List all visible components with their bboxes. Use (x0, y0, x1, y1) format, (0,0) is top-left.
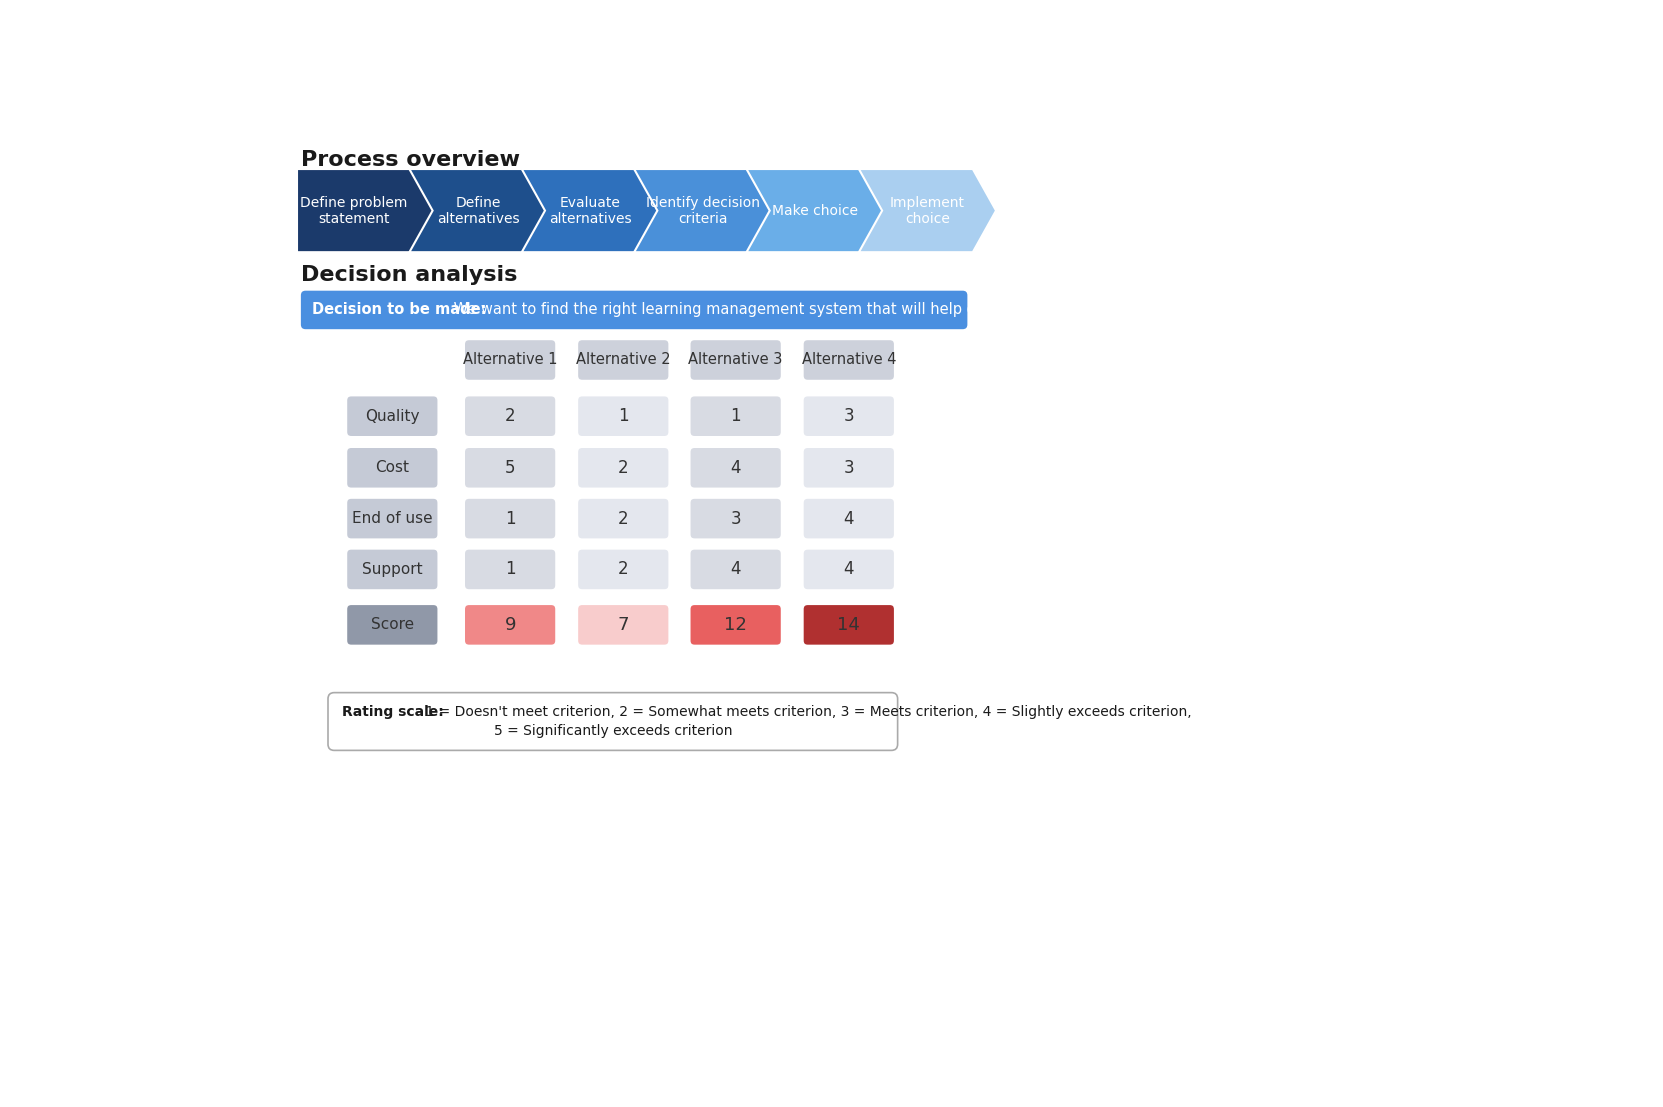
FancyBboxPatch shape (464, 446, 557, 489)
Text: Quality: Quality (366, 408, 419, 424)
Text: 5 = Significantly exceeds criterion: 5 = Significantly exceeds criterion (494, 724, 732, 737)
Text: 1: 1 (619, 407, 629, 425)
Text: 1 = Doesn't meet criterion, 2 = Somewhat meets criterion, 3 = Meets criterion, 4: 1 = Doesn't meet criterion, 2 = Somewhat… (421, 705, 1191, 720)
Text: Score: Score (371, 618, 414, 632)
Text: Decision to be made:: Decision to be made: (311, 302, 486, 318)
Polygon shape (522, 169, 659, 252)
Polygon shape (634, 169, 772, 252)
FancyBboxPatch shape (688, 497, 782, 540)
FancyBboxPatch shape (688, 339, 782, 381)
Text: We want to find the right learning management system that will help our employee: We want to find the right learning manag… (449, 302, 1219, 318)
Polygon shape (409, 169, 547, 252)
FancyBboxPatch shape (802, 497, 895, 540)
Text: 14: 14 (838, 615, 860, 634)
Text: Alternative 4: Alternative 4 (802, 352, 896, 368)
FancyBboxPatch shape (464, 339, 557, 381)
Text: Process overview: Process overview (301, 149, 521, 169)
Text: 1: 1 (730, 407, 742, 425)
FancyBboxPatch shape (346, 446, 439, 489)
FancyBboxPatch shape (802, 395, 895, 437)
Text: 7: 7 (617, 615, 629, 634)
FancyBboxPatch shape (301, 291, 968, 329)
Text: 3: 3 (730, 509, 742, 528)
Text: 1: 1 (506, 509, 516, 528)
Text: Support: Support (363, 562, 422, 577)
FancyBboxPatch shape (346, 548, 439, 591)
Polygon shape (747, 169, 883, 252)
Text: Identify decision
criteria: Identify decision criteria (645, 196, 760, 226)
FancyBboxPatch shape (802, 339, 895, 381)
FancyBboxPatch shape (577, 395, 670, 437)
FancyBboxPatch shape (346, 497, 439, 540)
Text: Decision analysis: Decision analysis (301, 266, 517, 286)
FancyBboxPatch shape (464, 395, 557, 437)
Text: 2: 2 (619, 509, 629, 528)
FancyBboxPatch shape (577, 603, 670, 646)
Text: 4: 4 (843, 560, 855, 579)
Text: 3: 3 (843, 407, 855, 425)
FancyBboxPatch shape (464, 548, 557, 591)
FancyBboxPatch shape (802, 446, 895, 489)
Text: 9: 9 (504, 615, 516, 634)
FancyBboxPatch shape (688, 395, 782, 437)
Text: Define
alternatives: Define alternatives (437, 196, 519, 226)
Text: 2: 2 (619, 560, 629, 579)
FancyBboxPatch shape (464, 497, 557, 540)
Text: Rating scale:: Rating scale: (343, 705, 444, 720)
Text: End of use: End of use (353, 511, 432, 526)
Text: 5: 5 (506, 458, 516, 477)
FancyBboxPatch shape (577, 446, 670, 489)
Text: Cost: Cost (376, 461, 409, 475)
FancyBboxPatch shape (802, 603, 895, 646)
Text: Alternative 1: Alternative 1 (462, 352, 557, 368)
Text: 4: 4 (730, 560, 742, 579)
Text: Implement
choice: Implement choice (890, 196, 965, 226)
FancyBboxPatch shape (577, 339, 670, 381)
FancyBboxPatch shape (464, 603, 557, 646)
Text: Make choice: Make choice (772, 204, 858, 218)
FancyBboxPatch shape (802, 548, 895, 591)
Text: Alternative 3: Alternative 3 (688, 352, 783, 368)
Polygon shape (298, 169, 434, 252)
FancyBboxPatch shape (346, 395, 439, 437)
FancyBboxPatch shape (688, 603, 782, 646)
Text: 12: 12 (723, 615, 747, 634)
FancyBboxPatch shape (577, 548, 670, 591)
Text: 1: 1 (506, 560, 516, 579)
FancyBboxPatch shape (577, 497, 670, 540)
Text: Define problem
statement: Define problem statement (301, 196, 407, 226)
Text: 2: 2 (619, 458, 629, 477)
FancyBboxPatch shape (346, 603, 439, 646)
FancyBboxPatch shape (688, 446, 782, 489)
FancyBboxPatch shape (328, 693, 898, 751)
Text: 2: 2 (506, 407, 516, 425)
Text: 4: 4 (843, 509, 855, 528)
Text: 3: 3 (843, 458, 855, 477)
Polygon shape (858, 169, 996, 252)
Text: 4: 4 (730, 458, 742, 477)
Text: Evaluate
alternatives: Evaluate alternatives (549, 196, 632, 226)
FancyBboxPatch shape (688, 548, 782, 591)
Text: Alternative 2: Alternative 2 (575, 352, 670, 368)
